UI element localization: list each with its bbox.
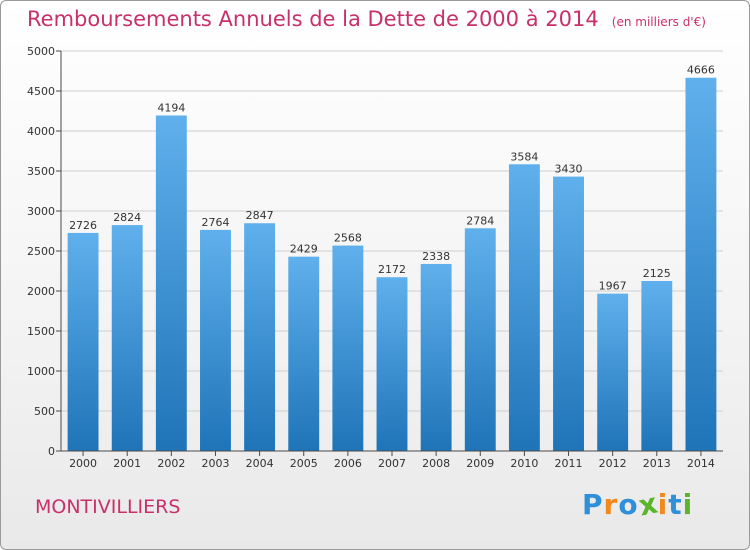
x-tick-label: 2002 [157,457,185,470]
bar [332,245,364,451]
y-tick-label: 5000 [27,45,55,58]
y-tick-label: 500 [34,405,55,418]
bar [244,223,276,451]
logo-letter: i [682,488,694,521]
data-label: 3430 [555,163,583,176]
y-tick-label: 1000 [27,365,55,378]
y-tick-label: 4000 [27,125,55,138]
x-tick-label: 2013 [643,457,671,470]
x-tick-label: 2009 [466,457,494,470]
logo-letter: t [668,488,683,521]
y-tick-label: 0 [48,445,55,458]
x-tick-label: 2006 [334,457,362,470]
x-tick-label: 2010 [510,457,538,470]
data-label: 2847 [246,209,274,222]
data-label: 2824 [113,211,141,224]
data-label: 4194 [157,101,185,114]
y-tick-label: 4500 [27,85,55,98]
proxiti-logo: Proxiti [582,486,694,522]
data-label: 2784 [466,214,494,227]
bar [376,277,408,451]
data-label: 2338 [422,250,450,263]
data-label: 1967 [599,280,627,293]
x-tick-label: 2005 [290,457,318,470]
logo-letter: o [618,488,639,521]
bar [508,164,540,451]
data-label: 4666 [687,64,715,77]
x-tick-label: 2011 [555,457,583,470]
y-tick-label: 1500 [27,325,55,338]
logo-letter: r [603,488,619,521]
bar [685,77,717,451]
y-tick-label: 2000 [27,285,55,298]
bar [111,225,143,451]
bar [200,229,231,451]
logo-letter: P [582,488,604,521]
y-tick-label: 2500 [27,245,55,258]
data-label: 2172 [378,263,406,276]
y-tick-label: 3500 [27,165,55,178]
bar [553,176,584,451]
bar [641,281,673,451]
y-tick-label: 3000 [27,205,55,218]
data-label: 2726 [69,219,97,232]
bar [155,115,187,451]
x-tick-label: 2007 [378,457,406,470]
bar [597,293,629,451]
data-label: 2568 [334,232,362,245]
data-label: 3584 [510,150,538,163]
bar [288,256,320,451]
x-tick-label: 2014 [687,457,715,470]
chart-title: Remboursements Annuels de la Dette de 20… [27,7,599,31]
x-tick-label: 2008 [422,457,450,470]
chart-subtitle: (en milliers d'€) [611,15,706,29]
x-tick-label: 2001 [113,457,141,470]
x-tick-label: 2004 [246,457,274,470]
title-row: Remboursements Annuels de la Dette de 20… [27,7,706,31]
data-label: 2125 [643,267,671,280]
data-label: 2429 [290,243,318,256]
bar [420,263,452,451]
x-tick-label: 2012 [599,457,627,470]
bar [464,228,496,451]
data-label: 2764 [201,216,229,229]
logo-letter: i [657,488,669,521]
bar [67,232,99,451]
x-tick-label: 2000 [69,457,97,470]
x-tick-label: 2003 [201,457,229,470]
commune-name: MONTIVILLIERS [35,496,181,518]
